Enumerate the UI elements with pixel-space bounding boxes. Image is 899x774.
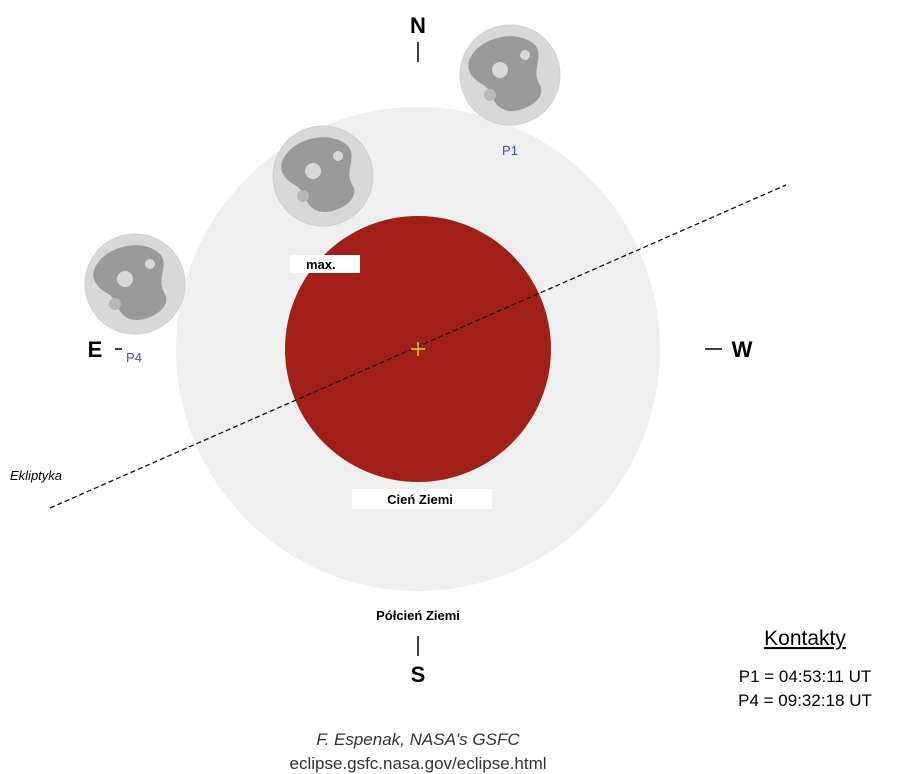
ecliptic-label: Ekliptyka: [10, 468, 62, 483]
max-box: [290, 255, 360, 273]
umbra-label: Cień Ziemi: [387, 492, 453, 507]
umbra-box: [352, 489, 492, 509]
credit-author: F. Espenak, NASA's GSFC: [316, 730, 520, 749]
contact-line: P4 = 09:32:18 UT: [738, 691, 872, 710]
east-label: E: [88, 337, 103, 362]
contacts-title: Kontakty: [764, 627, 846, 650]
moon-p1: [459, 24, 561, 126]
credit-url: eclipse.gsfc.nasa.gov/eclipse.html: [289, 754, 546, 773]
west-label: W: [732, 337, 753, 362]
contact-line: P1 = 04:53:11 UT: [739, 667, 871, 686]
north-label: N: [410, 13, 426, 38]
p4-label: P4: [126, 350, 142, 365]
moon-p4: [84, 233, 186, 335]
max-label: max.: [306, 257, 336, 272]
penumbra-label: Półcień Ziemi: [376, 608, 460, 623]
moon-max: [272, 125, 374, 227]
south-label: S: [411, 662, 426, 687]
p1-label: P1: [502, 143, 518, 158]
